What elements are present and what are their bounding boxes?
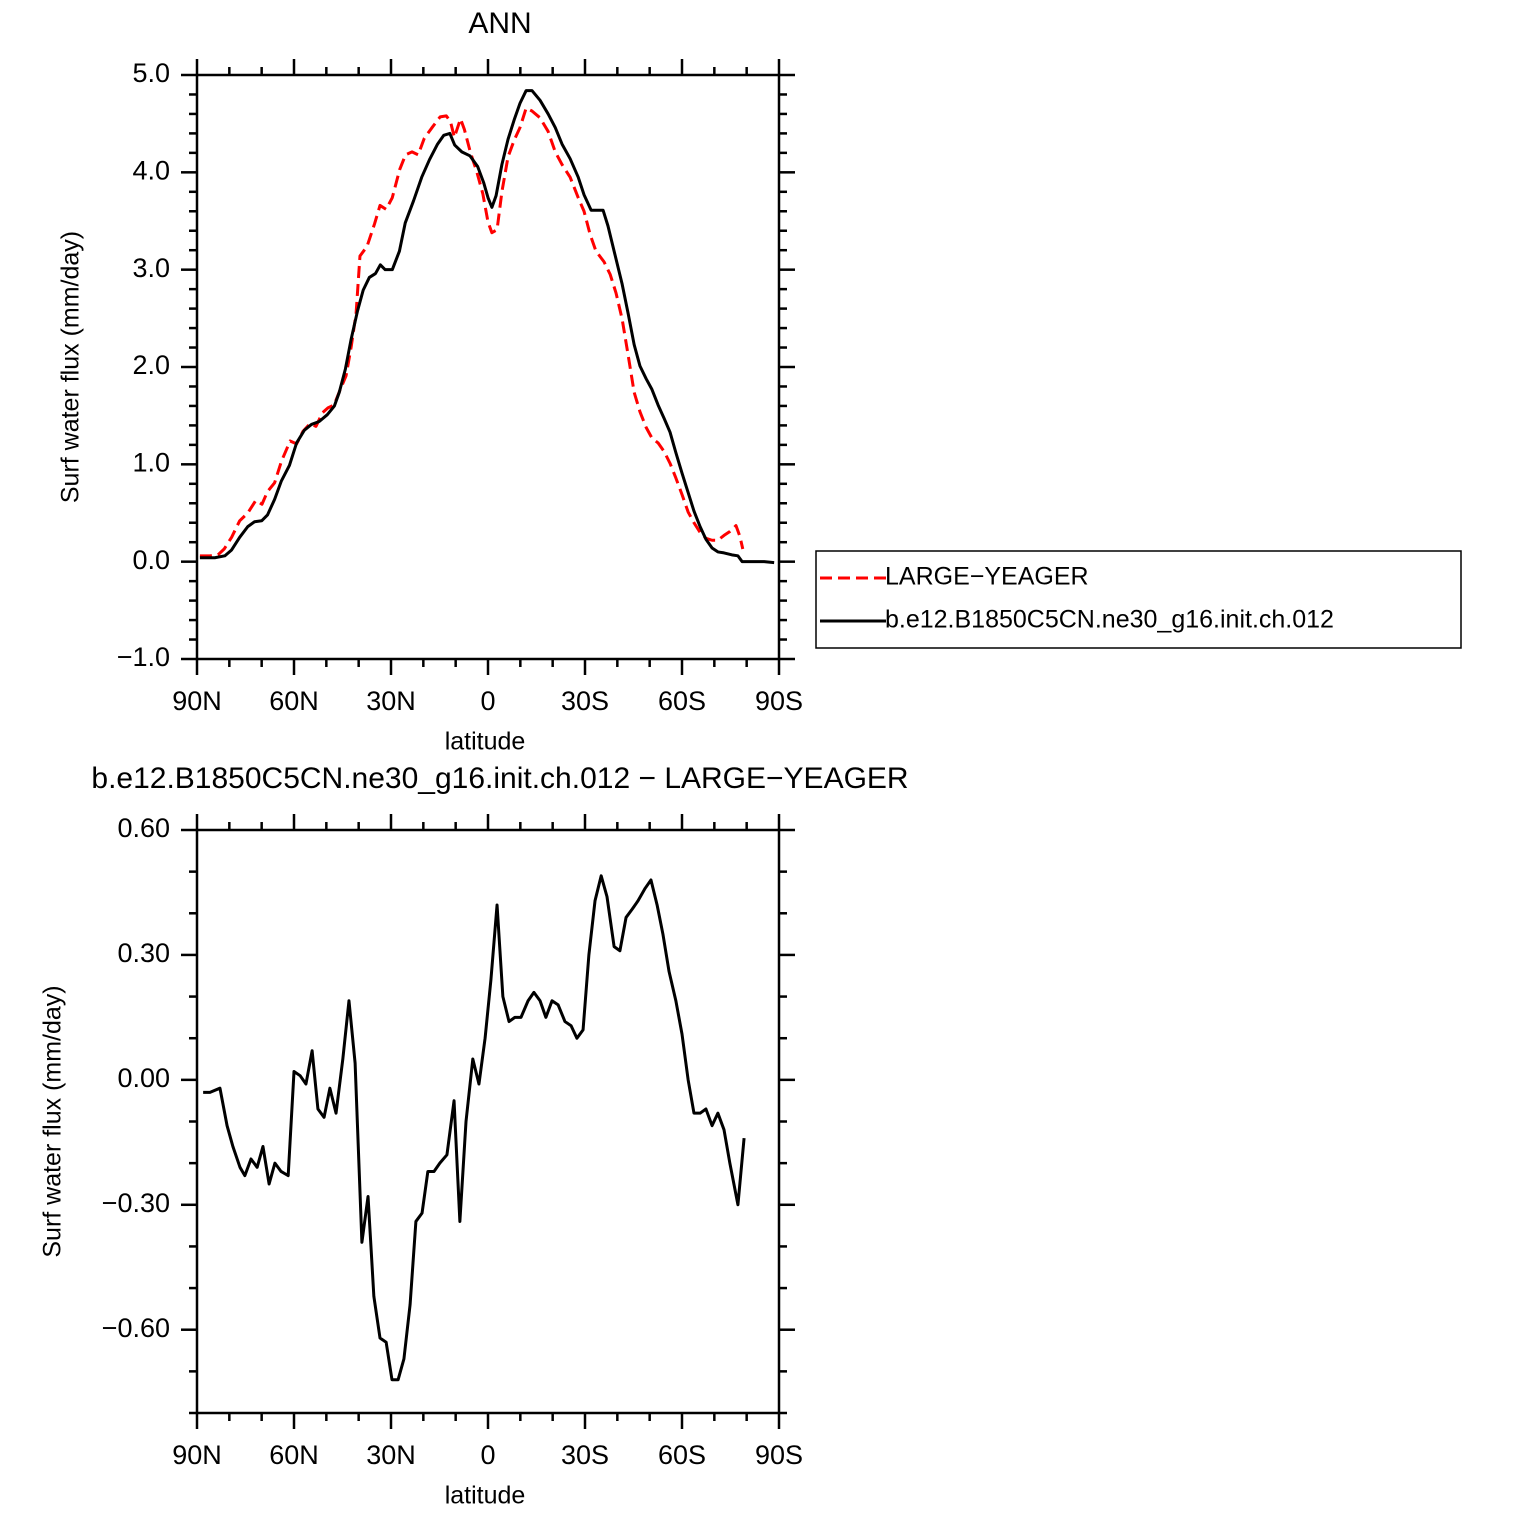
y-axis-label: Surf water flux (mm/day) [39,985,67,1257]
y-axis-label: Surf water flux (mm/day) [57,231,85,503]
x-tick-label: 30S [561,686,609,716]
y-tick-label: 4.0 [132,155,170,185]
legend-label: b.e12.B1850C5CN.ne30_g16.init.ch.012 [885,606,1334,634]
x-tick-label: 60S [658,1440,706,1470]
y-tick-label: 2.0 [132,350,170,380]
y-tick-label: 3.0 [132,253,170,283]
y-tick-label: 5.0 [132,58,170,88]
x-tick-label: 30N [366,686,416,716]
x-axis-label: latitude [445,728,526,756]
x-tick-label: 90N [172,686,222,716]
legend-box [815,550,1462,649]
x-tick-label: 60S [658,686,706,716]
legend-label: LARGE−YEAGER [885,563,1089,591]
x-axis-label: latitude [445,1482,526,1510]
y-tick-label: 0.30 [117,938,170,968]
chart-title: ANN [468,7,531,40]
plot-frame [195,828,781,1415]
x-tick-label: 90S [755,1440,803,1470]
y-tick-label: −0.60 [102,1313,170,1343]
x-tick-label: 60N [269,686,319,716]
x-tick-label: 30N [366,1440,416,1470]
x-tick-label: 0 [480,686,495,716]
plot-frame [195,73,781,661]
y-tick-label: 0.0 [132,545,170,575]
x-tick-label: 30S [561,1440,609,1470]
y-tick-label: 0.00 [117,1063,170,1093]
data-line [199,106,745,558]
x-tick-label: 90S [755,686,803,716]
chart-title: b.e12.B1850C5CN.ne30_g16.init.ch.012 − L… [91,762,908,795]
x-tick-label: 60N [269,1440,319,1470]
x-tick-label: 90N [172,1440,222,1470]
y-tick-label: 0.60 [117,813,170,843]
y-tick-label: 1.0 [132,447,170,477]
data-line [199,89,775,565]
data-line [203,874,746,1382]
x-tick-label: 0 [480,1440,495,1470]
y-tick-label: −0.30 [102,1188,170,1218]
y-tick-label: −1.0 [117,642,170,672]
